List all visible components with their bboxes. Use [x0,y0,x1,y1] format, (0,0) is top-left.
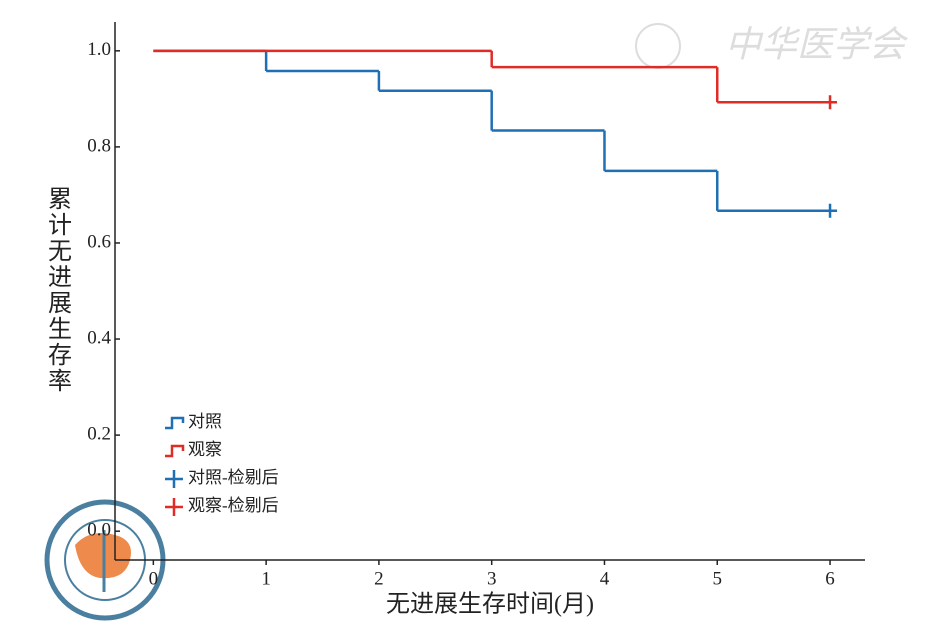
y-tick-label: 0.0 [87,520,111,541]
x-tick-label: 6 [825,568,835,589]
legend-swatch [165,416,185,430]
x-tick-label: 1 [261,568,271,589]
y-tick-label: 0.6 [87,231,111,252]
x-axis-label: 无进展生存时间(月) [386,591,594,618]
y-tick-label: 0.2 [87,423,111,444]
legend-swatch [165,498,183,516]
y-tick-label: 0.8 [87,135,111,156]
watermark-seal [635,23,681,69]
legend-label: 对照-检剔后 [188,468,279,487]
legend-label: 观察-检剔后 [188,496,279,515]
x-tick-label: 3 [487,568,497,589]
y-tick-label: 1.0 [87,39,111,60]
censor-mark [823,203,838,218]
watermark: 中华医学会 [725,24,909,64]
x-tick-label: 4 [600,568,610,589]
y-axis-label: 累计无进展生存率 [43,186,71,394]
legend-swatch [165,444,185,458]
legend-label: 对照 [188,412,222,431]
legend-label: 观察 [188,440,222,459]
x-tick-label: 0 [149,568,159,589]
legend-swatch [165,470,183,488]
x-tick-label: 5 [713,568,723,589]
censor-mark [823,95,838,110]
y-tick-label: 0.4 [87,327,111,348]
x-tick-label: 2 [374,568,384,589]
